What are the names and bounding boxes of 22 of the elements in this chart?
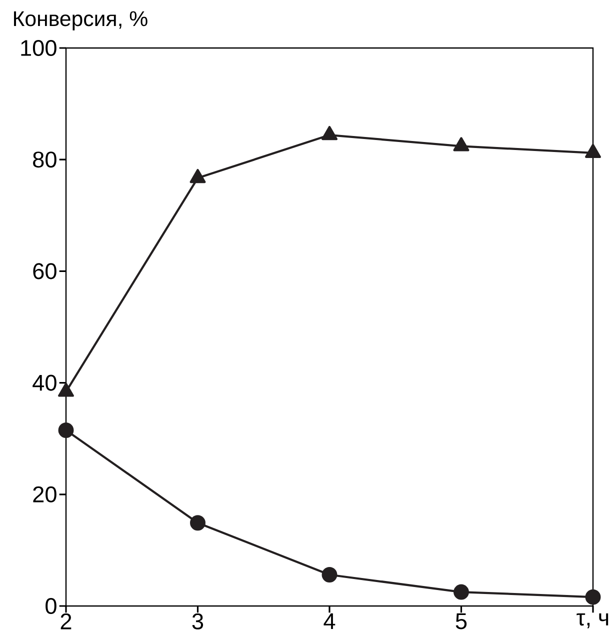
point xyxy=(585,589,601,605)
x-tick-label: 2 xyxy=(60,613,72,630)
point xyxy=(322,126,338,140)
point xyxy=(584,144,601,158)
x-tick-label: τ, ч xyxy=(576,613,608,628)
y-tick-label: 60 xyxy=(33,263,56,280)
point xyxy=(453,137,470,152)
point xyxy=(190,168,206,184)
y-axis-title: Конверсия, % xyxy=(14,11,148,30)
y-tick-label: 100 xyxy=(21,40,56,56)
y-tick-label: 40 xyxy=(32,374,56,391)
x-tick-label: 4 xyxy=(324,613,336,629)
point xyxy=(454,584,469,600)
y-tick-label: 20 xyxy=(33,486,56,502)
point xyxy=(322,567,338,582)
point xyxy=(58,382,74,397)
x-tick-label: 3 xyxy=(192,613,204,630)
point xyxy=(58,422,74,438)
x-tick-label: 5 xyxy=(456,613,467,630)
point xyxy=(190,515,206,531)
y-tick-label: 0 xyxy=(46,598,56,614)
y-tick-label: 80 xyxy=(33,152,56,168)
